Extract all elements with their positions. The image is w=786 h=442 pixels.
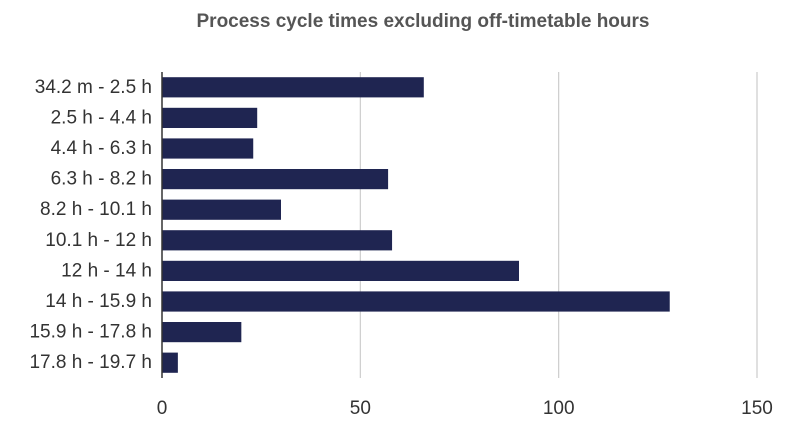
category-label: 12 h - 14 h (61, 260, 152, 281)
category-label: 8.2 h - 10.1 h (40, 199, 152, 220)
bar (162, 169, 389, 190)
gridlines (359, 72, 758, 378)
chart-title: Process cycle times excluding off-timeta… (196, 11, 650, 32)
category-label: 14 h - 15.9 h (45, 291, 152, 312)
x-tick-label: 50 (350, 398, 371, 419)
x-tick-label: 0 (157, 398, 168, 419)
bar (162, 352, 178, 373)
bar (162, 230, 393, 251)
bar (162, 260, 519, 281)
x-tick-labels: 0 50 100 150 (157, 398, 773, 419)
category-label: 2.5 h - 4.4 h (51, 107, 152, 128)
category-label: 10.1 h - 12 h (45, 230, 152, 251)
category-label: 15.9 h - 17.8 h (29, 322, 152, 343)
bar (162, 107, 258, 128)
category-label: 6.3 h - 8.2 h (51, 169, 152, 190)
bar (162, 138, 254, 159)
x-tick-label: 150 (741, 398, 773, 419)
bar (162, 322, 242, 343)
bars (161, 72, 670, 378)
category-labels: 34.2 m - 2.5 h 2.5 h - 4.4 h 4.4 h - 6.3 h… (29, 77, 152, 373)
category-label: 4.4 h - 6.3 h (51, 138, 152, 159)
category-label: 17.8 h - 19.7 h (29, 352, 152, 373)
x-tick-label: 100 (543, 398, 575, 419)
bar (162, 199, 281, 220)
bar (162, 77, 424, 98)
category-label: 34.2 m - 2.5 h (35, 77, 152, 98)
bar (162, 291, 670, 312)
